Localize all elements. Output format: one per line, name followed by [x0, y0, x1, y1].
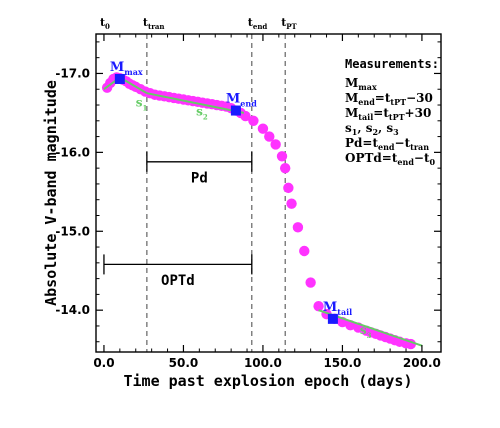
data-point-37 — [276, 151, 288, 162]
y-tick-label-1: -16.0 — [55, 145, 90, 159]
measurement-line-5: OPTd=tend−t0 — [345, 151, 436, 167]
data-point-33 — [248, 115, 259, 126]
measurement-line-0: Mmax — [345, 76, 377, 92]
marker-label-max: Mmax — [110, 60, 143, 77]
epoch-label-0: t0 — [100, 16, 110, 31]
y-tick-label-3: -14.0 — [55, 303, 90, 317]
data-point-40 — [286, 198, 297, 209]
data-point-38 — [279, 162, 291, 174]
x-axis-label: Time past explosion epoch (days) — [124, 372, 413, 390]
measurement-line-4: Pd=tend−ttran — [345, 136, 429, 152]
marker-max — [114, 73, 125, 84]
measurements-title: Measurements: — [345, 57, 439, 71]
data-point-36 — [270, 139, 281, 150]
epoch-label-PT: tPT — [281, 16, 297, 31]
data-point-39 — [283, 182, 294, 194]
data-point-44 — [313, 301, 324, 312]
y-axis-label: Absolute V-band magnitude — [42, 80, 60, 306]
y-tick-label-2: -15.0 — [55, 224, 90, 238]
marker-label-end: Mend — [226, 92, 257, 109]
data-point-43 — [305, 277, 316, 288]
x-tick-label-3: 150.0 — [323, 356, 361, 370]
measurement-line-3: s1, s2, s3 — [345, 121, 399, 137]
x-tick-label-2: 100.0 — [244, 356, 282, 370]
slope-label-s1: s1 — [136, 96, 148, 113]
data-point-34 — [257, 123, 269, 134]
interval-label-pd: Pd — [191, 171, 208, 187]
x-tick-label-4: 200.0 — [403, 356, 441, 370]
x-tick-label-1: 50.0 — [169, 356, 199, 370]
marker-tail — [327, 313, 338, 324]
fit-line-s2 — [146, 92, 245, 114]
data-point-35 — [264, 131, 275, 142]
x-tick-label-0: 0.0 — [93, 356, 114, 370]
plot-frame — [95, 33, 442, 353]
epoch-label-end: tend — [248, 16, 268, 31]
measurement-line-2: Mtail=ttPT+30 — [345, 106, 431, 122]
slope-label-s3: s3 — [360, 323, 372, 340]
measurement-line-1: Mend=ttPT−30 — [345, 91, 433, 107]
epoch-label-tran: ttran — [143, 16, 165, 31]
interval-label-optd: OPTd — [161, 273, 195, 289]
data-point-42 — [299, 245, 310, 257]
marker-label-tail: Mtail — [323, 300, 352, 317]
slope-label-s2: s2 — [196, 104, 208, 121]
y-tick-label-0: -17.0 — [55, 66, 90, 80]
marker-end — [230, 105, 241, 116]
data-point-41 — [292, 222, 304, 233]
